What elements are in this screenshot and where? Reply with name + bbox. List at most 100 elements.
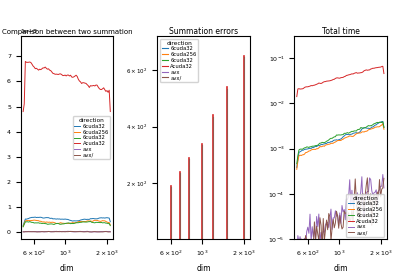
avx/ — [74, 230, 78, 234]
Line: avx: avx — [297, 174, 384, 253]
Acuda32 — [23, 60, 28, 63]
avx — [21, 230, 26, 234]
6cuda32 — [382, 126, 386, 129]
Acuda32 — [294, 95, 299, 98]
avx/ — [78, 230, 83, 233]
Acuda32 — [108, 110, 113, 113]
avx — [80, 230, 85, 233]
avx — [59, 230, 64, 233]
Acuda32 — [354, 71, 359, 74]
Line: Acuda32: Acuda32 — [23, 61, 110, 111]
avx — [346, 195, 351, 198]
Acuda32 — [99, 88, 104, 91]
Acuda32 — [78, 80, 83, 83]
avx — [380, 173, 385, 176]
avx/ — [334, 209, 339, 213]
avx — [294, 251, 299, 254]
6cuda32 — [88, 220, 93, 223]
6cuda256 — [60, 221, 65, 225]
6cuda256 — [333, 140, 338, 144]
6cuda256 — [294, 168, 299, 171]
6cuda32 — [21, 225, 26, 228]
6cuda32 — [77, 221, 82, 224]
6cuda32 — [354, 131, 359, 134]
avx/ — [108, 230, 113, 234]
avx/ — [352, 198, 356, 201]
6cuda256 — [346, 135, 351, 138]
Title: Comparison between two summation: Comparison between two summation — [2, 29, 132, 34]
Acuda32 — [60, 74, 65, 77]
Legend: 6cuda32, 6cuda256, 6cuda32, Acuda32, avx, avx/: 6cuda32, 6cuda256, 6cuda32, Acuda32, avx… — [346, 194, 384, 237]
avx/ — [347, 220, 352, 223]
Text: 1e−8: 1e−8 — [21, 29, 38, 34]
6cuda32 — [333, 135, 338, 138]
avx/ — [59, 230, 64, 234]
6cuda32 — [74, 221, 78, 225]
6cuda32 — [372, 122, 376, 125]
Acuda32 — [75, 75, 80, 78]
X-axis label: dim: dim — [333, 264, 348, 273]
6cuda32 — [294, 166, 299, 169]
Line: 6cuda256: 6cuda256 — [297, 124, 384, 169]
6cuda256 — [32, 218, 36, 222]
6cuda256 — [382, 128, 386, 131]
avx — [347, 178, 352, 181]
X-axis label: dim: dim — [60, 264, 74, 273]
avx/ — [106, 230, 110, 234]
avx — [354, 197, 359, 200]
6cuda32 — [354, 129, 359, 133]
Line: 6cuda32: 6cuda32 — [297, 122, 384, 167]
6cuda256 — [351, 135, 356, 138]
avx — [333, 209, 338, 213]
6cuda32 — [75, 219, 80, 223]
avx/ — [21, 230, 26, 234]
Acuda32 — [380, 65, 385, 68]
6cuda32 — [33, 215, 38, 219]
Line: 6cuda256: 6cuda256 — [23, 220, 110, 226]
6cuda32 — [380, 120, 385, 123]
6cuda32 — [347, 131, 352, 134]
6cuda32 — [294, 162, 299, 165]
Line: 6cuda32: 6cuda32 — [23, 217, 110, 225]
Line: 6cuda32: 6cuda32 — [297, 122, 384, 164]
6cuda256 — [347, 134, 352, 137]
avx/ — [69, 230, 74, 233]
Title: Summation errors: Summation errors — [169, 27, 238, 36]
6cuda32 — [382, 126, 386, 129]
6cuda32 — [108, 220, 113, 223]
6cuda32 — [72, 221, 77, 225]
avx — [77, 230, 82, 233]
avx — [85, 230, 90, 233]
6cuda256 — [372, 126, 376, 130]
6cuda32 — [333, 138, 338, 142]
avx — [89, 230, 94, 234]
6cuda32 — [21, 224, 26, 227]
6cuda32 — [351, 130, 356, 133]
avx — [372, 191, 376, 195]
6cuda32 — [99, 216, 104, 220]
6cuda32 — [78, 218, 83, 222]
6cuda32 — [108, 224, 113, 227]
avx — [72, 230, 77, 234]
avx/ — [382, 177, 386, 180]
avx/ — [294, 253, 299, 256]
avx/ — [355, 214, 360, 217]
Acuda32 — [382, 72, 386, 75]
avx/ — [75, 230, 80, 233]
6cuda32 — [372, 124, 376, 128]
6cuda256 — [75, 221, 80, 224]
Line: avx: avx — [23, 231, 110, 232]
6cuda32 — [351, 132, 356, 135]
Line: 6cuda32: 6cuda32 — [23, 221, 110, 227]
avx — [382, 186, 386, 190]
Acuda32 — [351, 72, 356, 76]
Acuda32 — [21, 110, 26, 113]
avx — [100, 230, 105, 233]
avx/ — [82, 230, 86, 234]
X-axis label: dim: dim — [196, 264, 211, 273]
Line: Acuda32: Acuda32 — [297, 66, 384, 97]
Acuda32 — [82, 81, 86, 85]
Acuda32 — [347, 73, 352, 76]
6cuda32 — [346, 132, 351, 135]
6cuda32 — [380, 120, 385, 123]
